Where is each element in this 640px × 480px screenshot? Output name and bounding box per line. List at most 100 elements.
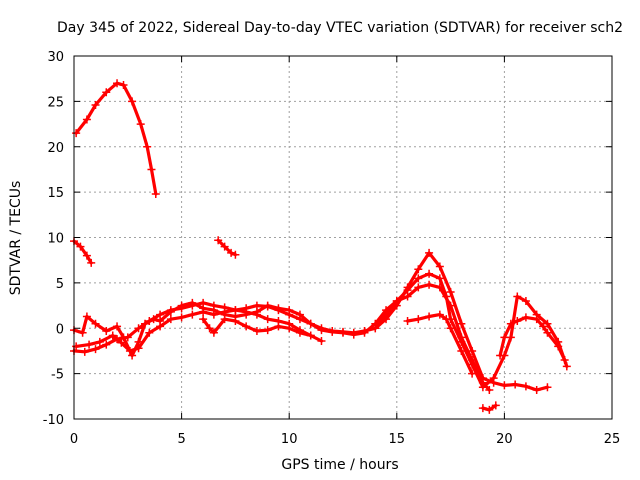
- data-point-marker: [177, 313, 186, 322]
- data-point-marker: [435, 310, 444, 319]
- data-point-marker: [489, 374, 498, 383]
- data-point-marker: [435, 274, 444, 283]
- data-point-marker: [554, 342, 563, 351]
- x-axis-ticks: 0 5 10 15 20 25: [70, 56, 620, 447]
- x-tick-label: 15: [389, 432, 406, 447]
- data-point-marker: [306, 319, 315, 328]
- data-point-marker: [468, 356, 477, 365]
- data-point-marker: [87, 258, 96, 267]
- data-point-marker: [485, 385, 494, 394]
- data-point-marker: [85, 340, 94, 349]
- data-point-marker: [513, 292, 522, 301]
- data-point-marker: [442, 315, 451, 324]
- data-point-marker: [478, 378, 487, 387]
- data-point-marker: [263, 301, 272, 310]
- y-tick-label: -5: [51, 368, 64, 383]
- data-point-marker: [82, 251, 91, 260]
- data-point-marker: [113, 322, 122, 331]
- data-point-marker: [263, 315, 272, 324]
- series-arc-5: [72, 272, 569, 389]
- data-point-marker: [128, 351, 137, 360]
- data-point-marker: [220, 242, 229, 251]
- data-point-marker: [136, 120, 145, 129]
- data-point-marker: [145, 328, 154, 337]
- data-point-marker: [119, 333, 128, 342]
- data-point-marker: [80, 347, 89, 356]
- data-point-marker: [72, 129, 81, 138]
- data-point-marker: [285, 324, 294, 333]
- data-point-marker: [220, 307, 229, 316]
- y-axis-ticks: -10 -5 0 5 10 15 20 25 30: [43, 50, 612, 428]
- data-point-marker: [102, 326, 111, 335]
- x-tick-label: 5: [177, 432, 185, 447]
- data-point-marker: [125, 346, 134, 355]
- data-point-marker: [513, 316, 522, 325]
- series-arc-11: [498, 315, 567, 362]
- y-tick-label: 0: [56, 322, 64, 337]
- data-point-marker: [91, 345, 100, 354]
- data-point-marker: [156, 322, 165, 331]
- data-point-marker: [317, 336, 326, 345]
- data-point-marker: [220, 315, 229, 324]
- x-tick-label: 20: [496, 432, 513, 447]
- data-point-marker: [446, 301, 455, 310]
- series-group: [70, 79, 571, 414]
- data-point-marker: [78, 328, 87, 337]
- data-point-marker: [306, 331, 315, 340]
- data-point-marker: [560, 356, 569, 365]
- data-point-marker: [496, 351, 505, 360]
- data-point-marker: [285, 306, 294, 315]
- data-point-marker: [166, 315, 175, 324]
- y-axis-label: SDTVAR / TECUs: [8, 181, 24, 296]
- data-point-marker: [188, 310, 197, 319]
- y-tick-label: 20: [47, 141, 64, 156]
- data-point-marker: [349, 330, 358, 339]
- data-point-marker: [506, 319, 515, 328]
- data-point-marker: [360, 328, 369, 337]
- data-point-marker: [102, 88, 111, 97]
- grid-lines: [74, 56, 612, 419]
- data-point-marker: [231, 250, 240, 259]
- data-point-marker: [151, 189, 160, 198]
- data-point-marker: [425, 312, 434, 321]
- data-point-marker: [392, 297, 401, 306]
- data-point-marker: [209, 328, 218, 337]
- data-point-marker: [252, 310, 261, 319]
- data-point-marker: [72, 342, 81, 351]
- data-point-marker: [403, 292, 412, 301]
- data-point-marker: [149, 315, 158, 324]
- data-point-marker: [521, 297, 530, 306]
- data-point-marker: [242, 322, 251, 331]
- data-point-marker: [209, 310, 218, 319]
- data-point-marker: [414, 283, 423, 292]
- data-point-marker: [425, 280, 434, 289]
- data-point-marker: [119, 81, 128, 90]
- data-point-marker: [274, 304, 283, 313]
- x-tick-label: 25: [604, 432, 621, 447]
- data-point-marker: [403, 316, 412, 325]
- data-point-marker: [425, 248, 434, 257]
- data-point-marker: [108, 331, 117, 340]
- data-point-marker: [263, 326, 272, 335]
- data-point-marker: [543, 319, 552, 328]
- data-point-marker: [478, 404, 487, 413]
- data-point-marker: [252, 326, 261, 335]
- data-point-marker: [328, 327, 337, 336]
- data-point-marker: [371, 324, 380, 333]
- data-point-marker: [435, 262, 444, 271]
- data-point-marker: [485, 405, 494, 414]
- data-point-marker: [134, 324, 143, 333]
- x-tick-label: 0: [70, 432, 78, 447]
- data-point-marker: [425, 269, 434, 278]
- data-point-marker: [532, 385, 541, 394]
- data-point-marker: [147, 165, 156, 174]
- data-point-marker: [491, 401, 500, 410]
- data-point-marker: [141, 319, 150, 328]
- data-point-marker: [134, 344, 143, 353]
- data-point-marker: [446, 287, 455, 296]
- data-point-marker: [339, 328, 347, 337]
- data-point-marker: [414, 274, 423, 283]
- data-point-marker: [543, 383, 552, 392]
- data-point-marker: [562, 362, 571, 371]
- data-point-marker: [214, 236, 223, 245]
